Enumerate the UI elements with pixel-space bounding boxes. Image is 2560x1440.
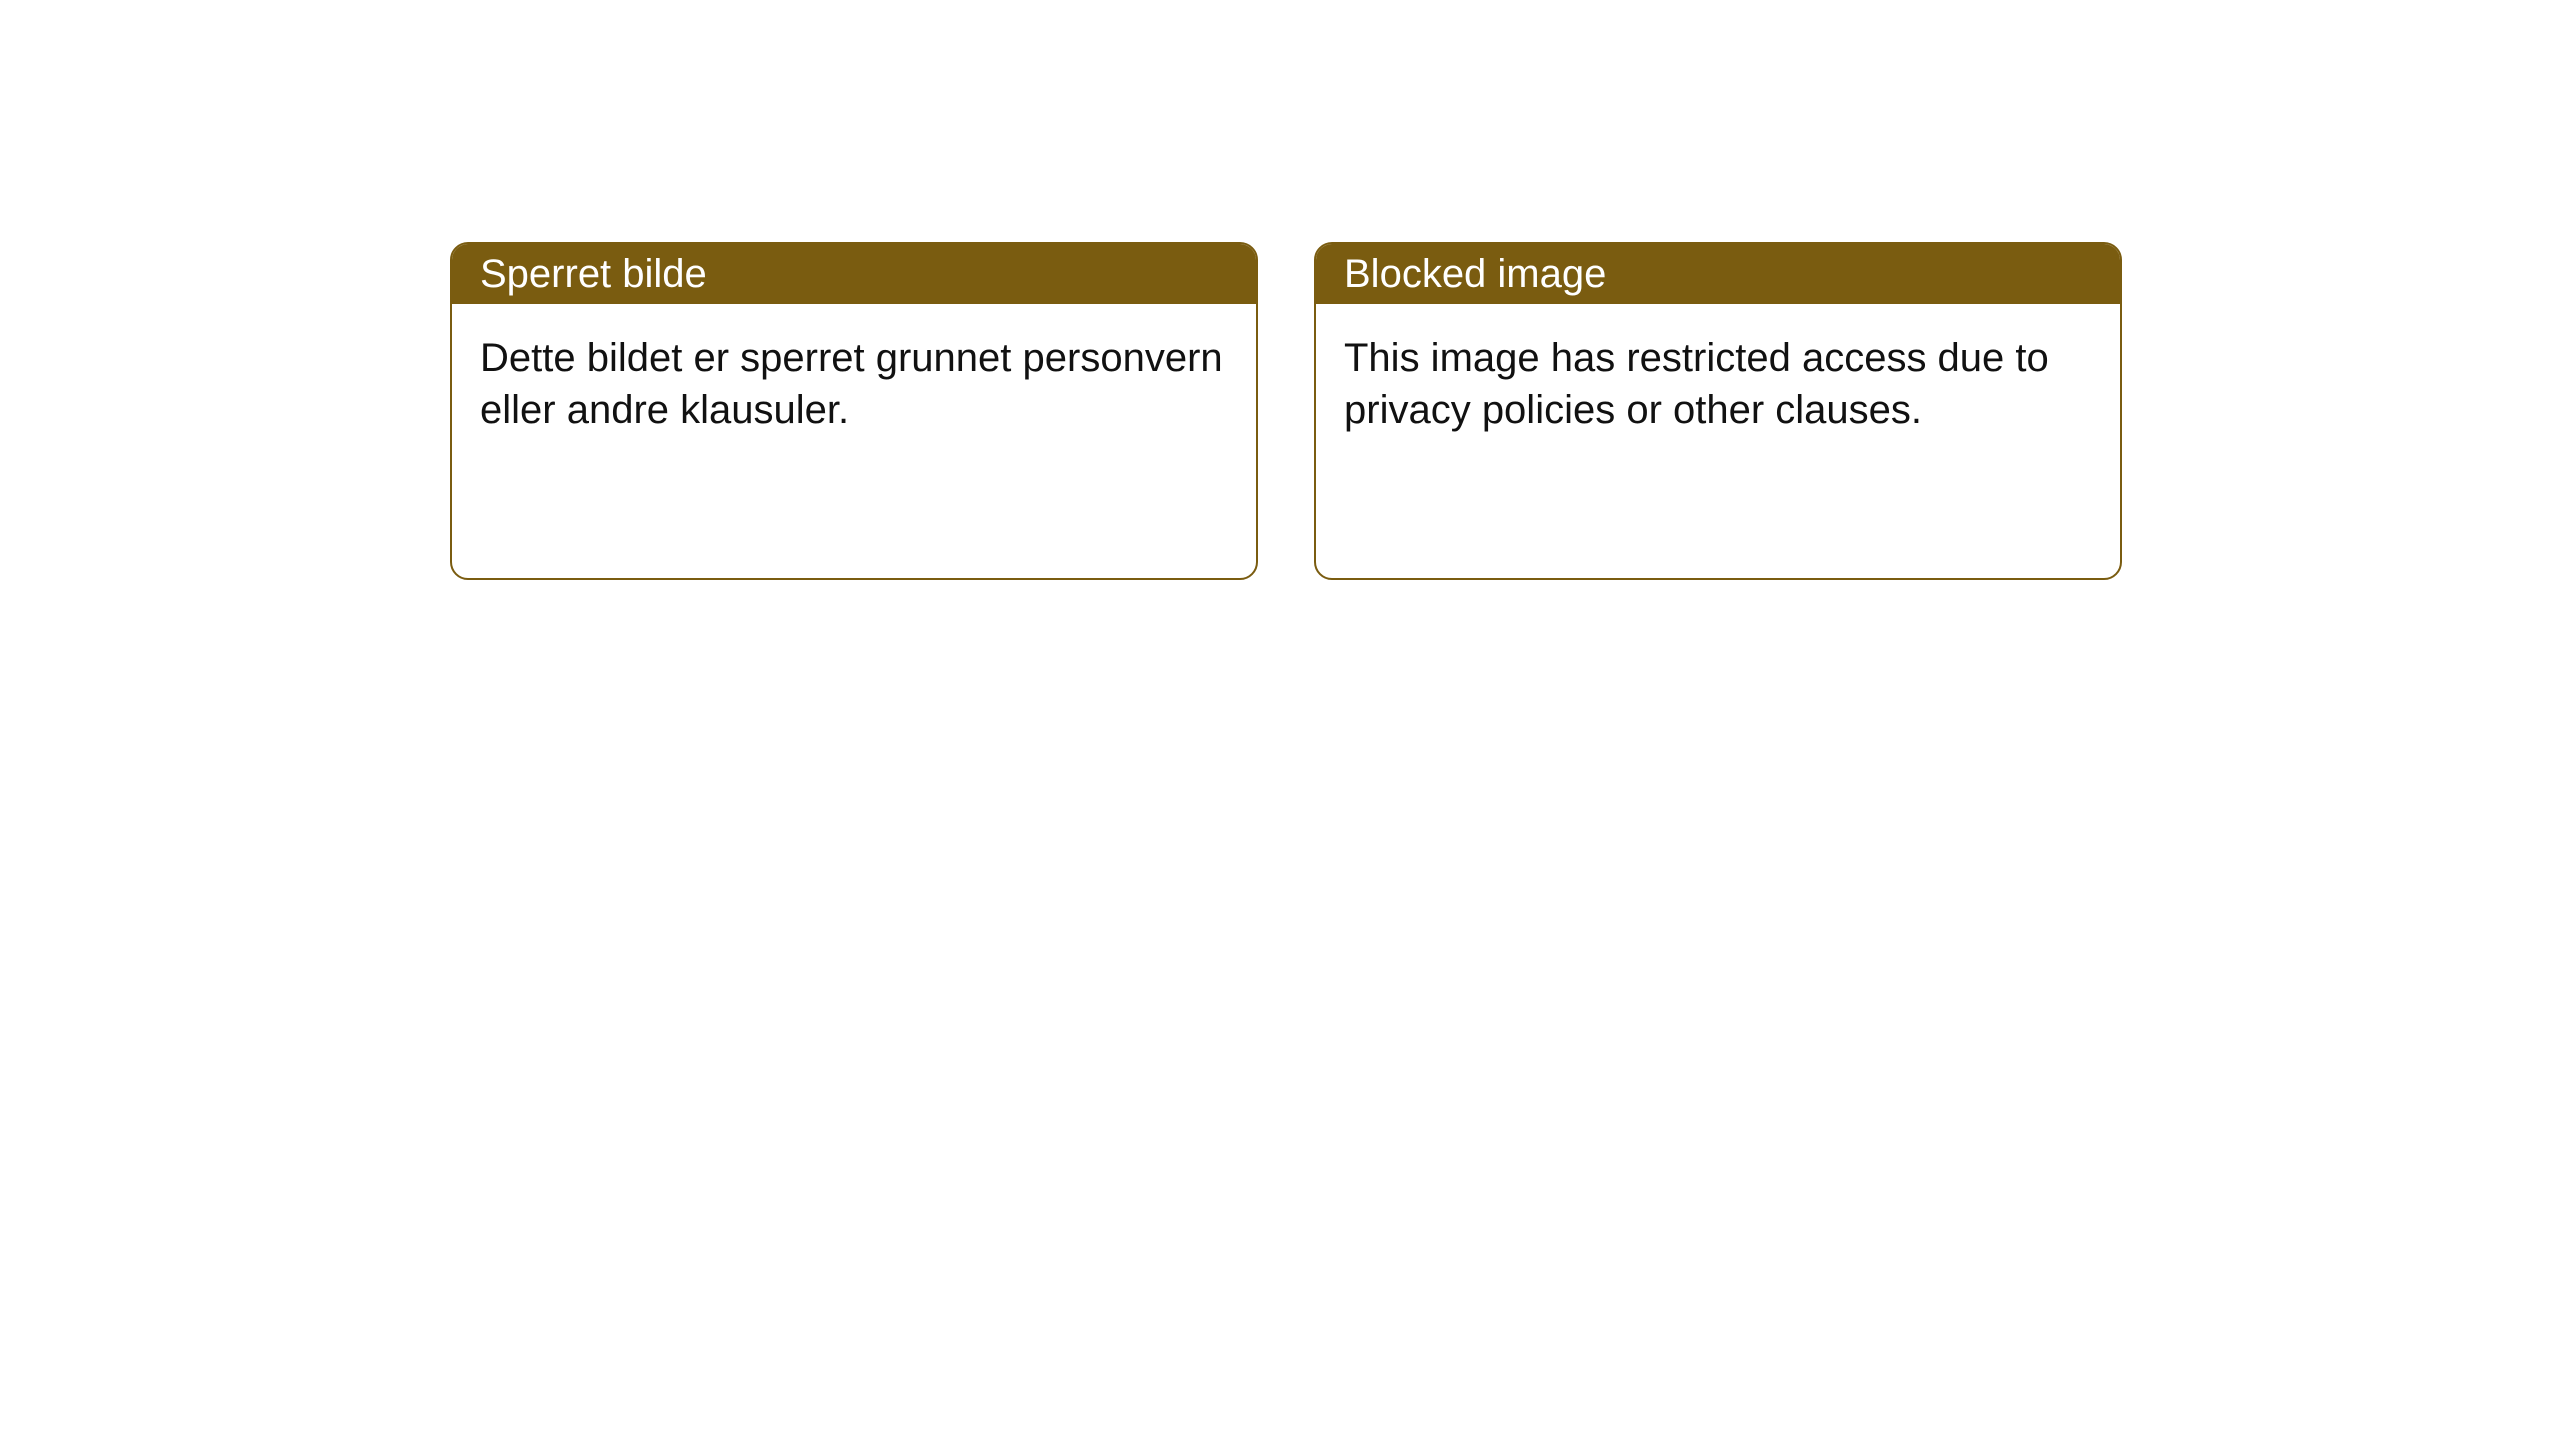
notice-header: Blocked image xyxy=(1316,244,2120,304)
notice-container: Sperret bilde Dette bildet er sperret gr… xyxy=(0,0,2560,580)
notice-header: Sperret bilde xyxy=(452,244,1256,304)
notice-body-text: This image has restricted access due to … xyxy=(1344,336,2049,432)
notice-body: This image has restricted access due to … xyxy=(1316,304,2120,464)
notice-body: Dette bildet er sperret grunnet personve… xyxy=(452,304,1256,464)
notice-body-text: Dette bildet er sperret grunnet personve… xyxy=(480,336,1223,432)
notice-title: Blocked image xyxy=(1344,252,1606,297)
notice-card-norwegian: Sperret bilde Dette bildet er sperret gr… xyxy=(450,242,1258,580)
notice-card-english: Blocked image This image has restricted … xyxy=(1314,242,2122,580)
notice-title: Sperret bilde xyxy=(480,252,707,297)
